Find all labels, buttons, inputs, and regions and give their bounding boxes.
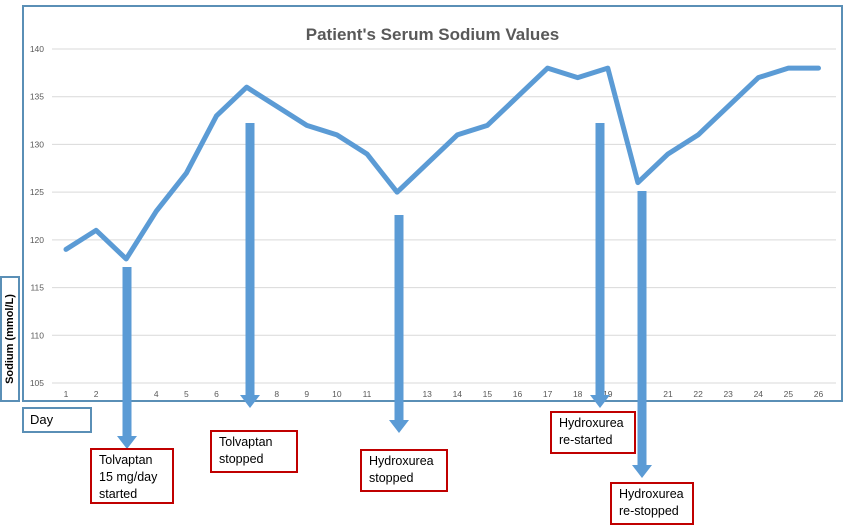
annotation-hydroxurea-restarted: Hydroxurea re-started	[550, 411, 636, 454]
x-tick-label: 18	[573, 389, 583, 399]
x-tick-label: 17	[543, 389, 553, 399]
x-tick-label: 25	[784, 389, 794, 399]
annotation-arrow-head	[632, 465, 652, 478]
y-tick-label: 110	[30, 330, 44, 340]
y-tick-label: 140	[30, 44, 44, 54]
annotation-arrow-head	[117, 436, 137, 449]
x-tick-label: 16	[513, 389, 523, 399]
x-tick-label: 4	[154, 389, 159, 399]
x-tick-label: 11	[363, 389, 372, 399]
x-tick-label: 1	[64, 389, 69, 399]
y-tick-label: 130	[30, 139, 44, 149]
x-tick-label: 15	[483, 389, 493, 399]
annotation-arrow-head	[590, 395, 610, 408]
x-tick-label: 19	[603, 389, 613, 399]
x-tick-label: 6	[214, 389, 219, 399]
sodium-series-line	[63, 65, 821, 262]
annotation-tolvaptan-stopped: Tolvaptan stopped	[210, 430, 298, 473]
chart-title: Patient's Serum Sodium Values	[305, 25, 560, 44]
y-tick-label: 115	[30, 283, 44, 293]
y-tick-label: 105	[30, 378, 44, 388]
annotation-hydroxurea-restopped: Hydroxurea re-stopped	[610, 482, 694, 525]
annotation-arrow-head	[240, 395, 260, 408]
y-tick-label: 120	[30, 235, 44, 245]
annotation-tolvaptan-started: Tolvaptan 15 mg/day started	[90, 448, 174, 504]
x-tick-label: 10	[332, 389, 342, 399]
x-tick-label: 22	[693, 389, 703, 399]
x-axis-label: Day	[22, 407, 92, 433]
chart-frame: Patient's Serum Sodium Values	[22, 5, 843, 402]
x-tick-label: 9	[304, 389, 309, 399]
x-tick-label: 2	[94, 389, 99, 399]
annotation-arrow-head	[389, 420, 409, 433]
y-tick-label: 125	[30, 187, 44, 197]
x-tick-label: 8	[274, 389, 279, 399]
annotation-hydroxurea-stopped: Hydroxurea stopped	[360, 449, 448, 492]
x-tick-label: 14	[453, 389, 463, 399]
x-tick-label: 24	[754, 389, 764, 399]
x-tick-label: 26	[814, 389, 824, 399]
x-tick-label: 23	[723, 389, 733, 399]
y-axis-label-box	[0, 276, 20, 402]
y-tick-label: 135	[30, 92, 44, 102]
x-tick-label: 5	[184, 389, 189, 399]
x-tick-label: 21	[663, 389, 673, 399]
x-tick-label: 13	[422, 389, 432, 399]
